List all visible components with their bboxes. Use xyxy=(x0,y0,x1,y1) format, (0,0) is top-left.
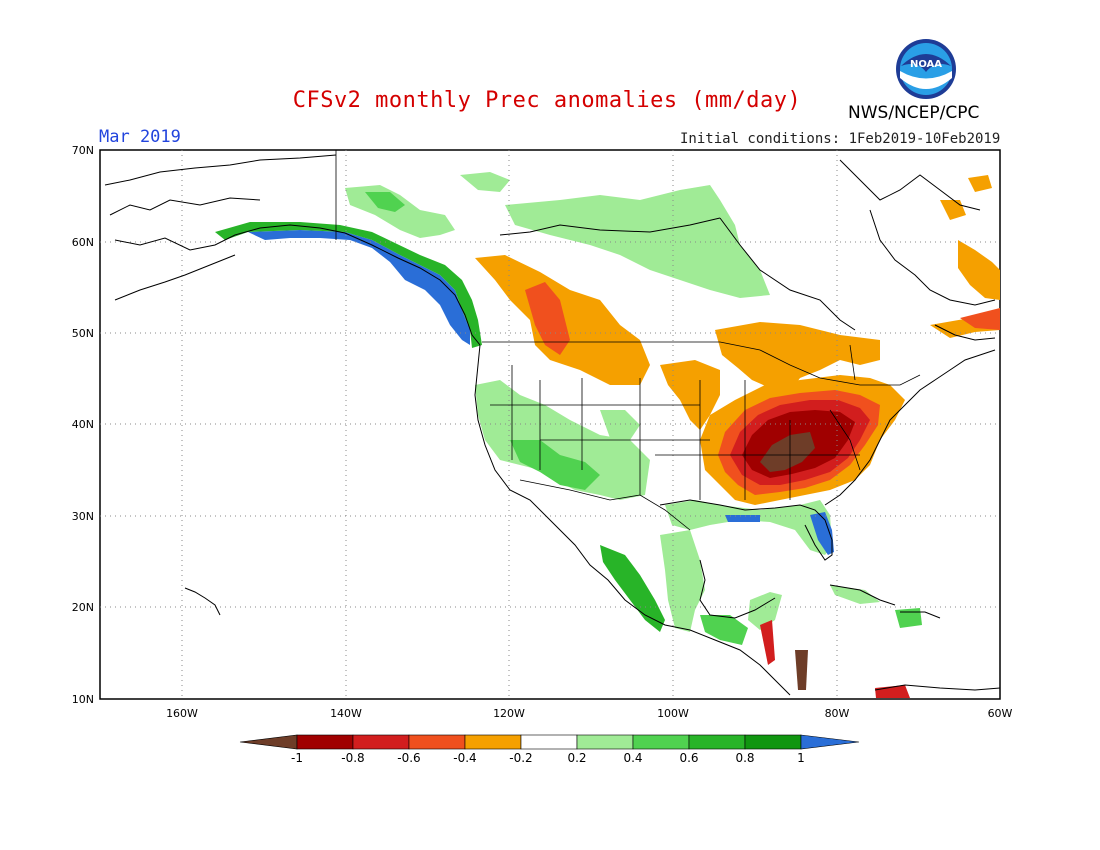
colorbar-label: 1 xyxy=(797,751,805,765)
colorbar-label: -0.2 xyxy=(509,751,532,765)
lat-label: 40N xyxy=(72,418,94,431)
wet-light-rockies xyxy=(600,410,640,440)
wet-medium-yucatan xyxy=(700,615,748,645)
wet-medium-nw-canada xyxy=(365,192,405,212)
forecast-month: Mar 2019 xyxy=(99,127,181,147)
colorbar-label: -1 xyxy=(291,751,303,765)
colorbar-label: -0.6 xyxy=(397,751,420,765)
colorbar-segment xyxy=(688,734,746,750)
wet-strong-florida xyxy=(810,512,834,555)
logo-text: NOAA xyxy=(910,59,942,70)
lon-label: 100W xyxy=(657,707,689,720)
colorbar-label: -0.8 xyxy=(341,751,364,765)
lon-label: 60W xyxy=(988,707,1013,720)
wet-medium-southwest xyxy=(510,440,600,490)
coastlines xyxy=(104,154,1001,696)
colorbar-label: -0.4 xyxy=(453,751,476,765)
dry-orange-labrador xyxy=(958,240,1000,300)
dry-red-northeast xyxy=(960,308,1000,330)
wet-medium-caribbean xyxy=(895,608,922,628)
wet-light-yukon xyxy=(460,172,510,192)
lat-label: 20N xyxy=(72,601,94,614)
lon-label: 140W xyxy=(330,707,362,720)
map-title: CFSv2 monthly Prec anomalies (mm/day) xyxy=(0,88,1100,113)
dry-brown-core xyxy=(760,432,815,472)
lon-label: 160W xyxy=(166,707,198,720)
political-borders xyxy=(335,150,921,531)
colorbar-label: 0.6 xyxy=(679,751,698,765)
lon-label: 120W xyxy=(493,707,525,720)
dry-orange-arctic xyxy=(968,175,992,192)
colorbar xyxy=(239,734,860,750)
colorbar-segment xyxy=(576,734,634,750)
noaa-logo-icon: NOAA xyxy=(896,39,956,99)
longitude-labels: 160W 140W 120W 100W 80W 60W xyxy=(166,707,1012,720)
wet-light-northern-canada xyxy=(505,185,770,298)
lat-label: 50N xyxy=(72,327,94,340)
colorbar-arrow-high xyxy=(800,734,860,750)
colorbar-labels: -1 -0.8 -0.6 -0.4 -0.2 0.2 0.4 0.6 0.8 1 xyxy=(291,751,805,765)
wet-light-central-america xyxy=(748,592,782,630)
dry-orange-plains xyxy=(660,360,720,430)
wet-light-mexico xyxy=(660,530,705,632)
latitude-labels: 70N 60N 50N 40N 30N 20N 10N xyxy=(72,144,94,706)
colorbar-label: 0.4 xyxy=(623,751,642,765)
colorbar-arrow-low xyxy=(239,734,298,750)
colorbar-segment xyxy=(296,734,354,750)
lat-label: 70N xyxy=(72,144,94,157)
agency-label: NWS/NCEP/CPC xyxy=(848,103,980,123)
lat-label: 60N xyxy=(72,236,94,249)
colorbar-segment xyxy=(352,734,410,750)
wet-light-cuba xyxy=(830,585,880,604)
wet-green-west-mexico xyxy=(600,545,665,632)
lat-label: 10N xyxy=(72,693,94,706)
colorbar-segment xyxy=(464,734,522,750)
colorbar-segment xyxy=(520,734,578,750)
wet-light-gulf xyxy=(665,500,832,555)
dry-red-prairies xyxy=(525,282,570,355)
lat-label: 30N xyxy=(72,510,94,523)
initial-conditions: Initial conditions: 1Feb2019-10Feb2019 xyxy=(680,131,1001,147)
colorbar-label: 0.2 xyxy=(567,751,586,765)
lon-label: 80W xyxy=(825,707,850,720)
dry-brown-central-america xyxy=(795,650,808,690)
dry-red-central-america xyxy=(760,620,775,665)
wet-strong-alaska-coast xyxy=(248,230,470,345)
colorbar-segment xyxy=(408,734,466,750)
wet-strong-gulf-coast xyxy=(725,515,760,522)
colorbar-segment xyxy=(744,734,802,750)
gridlines xyxy=(100,150,1000,699)
colorbar-segment xyxy=(632,734,690,750)
wet-green-alaska-coast xyxy=(215,222,482,348)
dry-orange-great-lakes xyxy=(715,322,880,392)
map-title-text: CFSv2 monthly Prec anomalies (mm/day) xyxy=(292,88,802,113)
anomaly-fields xyxy=(215,172,1000,698)
colorbar-label: 0.8 xyxy=(735,751,754,765)
